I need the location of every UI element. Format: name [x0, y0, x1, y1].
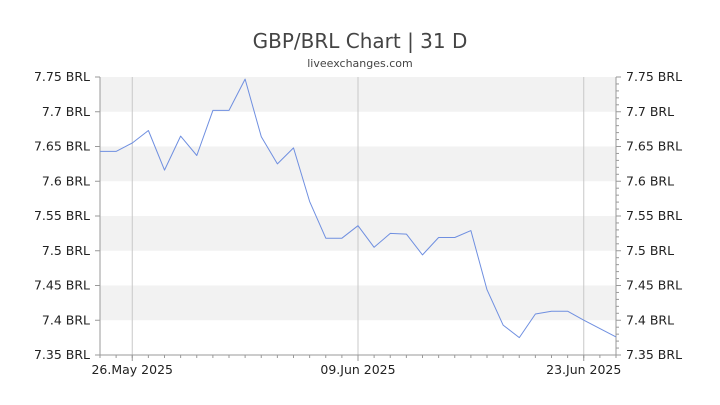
- y-axis-ticks: 7.75 BRL 7.75 BRL 7.7 BRL 7.7 BRL 7.65 BRL 7.…: [34, 69, 682, 362]
- series-line: [100, 78, 617, 339]
- y-tick-label-left: 7.5 BRL: [42, 243, 90, 258]
- chart-title: GBP/BRL Chart | 31 D: [253, 29, 468, 53]
- vertical-gridlines: [131, 77, 585, 355]
- y-tick-label-left: 7.45 BRL: [34, 278, 90, 293]
- y-tick-label-left: 7.7 BRL: [42, 104, 90, 119]
- y-tick-label-left: 7.55 BRL: [34, 208, 90, 223]
- x-tick-label: 23.Jun 2025: [546, 362, 621, 377]
- y-tick-label-right: 7.45 BRL: [626, 278, 682, 293]
- y-tick-label-left: 7.65 BRL: [34, 139, 90, 154]
- y-tick-label-right: 7.6 BRL: [626, 173, 674, 188]
- x-tick-label: 09.Jun 2025: [320, 362, 395, 377]
- y-tick-label-right: 7.75 BRL: [626, 69, 682, 84]
- y-tick-label-right: 7.65 BRL: [626, 139, 682, 154]
- y-tick-label-right: 7.7 BRL: [626, 104, 674, 119]
- chart-subtitle: liveexchanges.com: [307, 57, 412, 70]
- y-tick-label-left: 7.35 BRL: [34, 347, 90, 362]
- y-tick-label-left: 7.6 BRL: [42, 173, 90, 188]
- y-tick-label-right: 7.4 BRL: [626, 312, 674, 327]
- x-tick-label: 26.May 2025: [91, 362, 173, 377]
- y-tick-label-right: 7.35 BRL: [626, 347, 682, 362]
- y-tick-label-right: 7.55 BRL: [626, 208, 682, 223]
- y-tick-label-right: 7.5 BRL: [626, 243, 674, 258]
- x-axis-ticks: 26.May 2025 09.Jun 2025 23.Jun 2025: [91, 355, 621, 377]
- series-group: [100, 78, 617, 339]
- y-tick-label-left: 7.75 BRL: [34, 69, 90, 84]
- y-tick-label-left: 7.4 BRL: [42, 312, 90, 327]
